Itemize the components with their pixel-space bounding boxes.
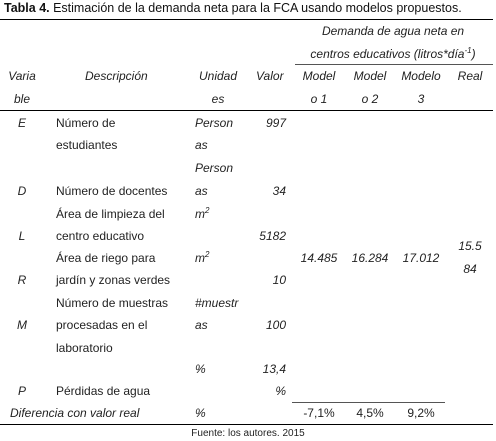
desc-E-2: estudiantes	[56, 138, 118, 152]
bottom-rule	[0, 424, 493, 425]
unit-E-2: as	[195, 138, 208, 152]
unit-L: m2	[195, 206, 210, 222]
result-real-b: 84	[463, 262, 477, 276]
diff-unit: %	[195, 406, 206, 420]
desc-R-1: Área de riego para	[56, 251, 156, 265]
value-E: 997	[265, 116, 286, 130]
caption-label: Tabla 4.	[4, 1, 50, 15]
col-unit-a: Unidad	[198, 69, 238, 83]
desc-P: Pérdidas de agua	[56, 384, 151, 398]
col-model1-b: o 1	[310, 92, 328, 106]
demand-group-line1: Demanda de agua neta en	[321, 24, 465, 38]
diff-rule	[292, 402, 445, 403]
col-variable-b: ble	[13, 92, 30, 106]
var-E: E	[17, 116, 26, 130]
col-model2-a: Model	[353, 69, 387, 83]
result-model2: 16.284	[351, 251, 389, 265]
demand-group-exponent: -1	[464, 46, 472, 55]
demand-group-line2: centros educativos (litros*día	[310, 47, 465, 61]
table-caption: Tabla 4. Estimación de la demanda neta p…	[4, 1, 462, 15]
col-unit-b: es	[211, 92, 225, 106]
var-L: L	[18, 229, 26, 243]
col-value: Valor	[256, 69, 284, 83]
unit-L-base: m	[195, 207, 205, 221]
desc-L-1: Área de limpieza del	[56, 207, 165, 221]
unit-R-exponent: 2	[205, 250, 210, 259]
var-M: M	[17, 318, 27, 332]
unit-M-1: #muestr	[195, 296, 239, 310]
demand-group-header-2: centros educativos (litros*día-1)	[295, 46, 491, 62]
value-L: 5182	[259, 229, 286, 243]
unit-L-exponent: 2	[205, 206, 210, 215]
table-source: Fuente: los autores. 2015	[191, 428, 305, 439]
desc-L-2: centro educativo	[56, 229, 145, 243]
unit-R: m2	[195, 250, 210, 266]
desc-E-1: Número de	[56, 116, 116, 130]
value-P-2: %	[275, 384, 286, 398]
value-P-1: 13,4	[262, 362, 286, 376]
unit-R-base: m	[195, 251, 205, 265]
col-model2-b: o 2	[361, 92, 379, 106]
col-model3-b: 3	[417, 92, 425, 106]
var-R: R	[17, 273, 27, 287]
unit-M-2: as	[195, 318, 208, 332]
value-R: 10	[272, 273, 286, 287]
col-real: Real	[457, 69, 483, 83]
col-model3-a: Modelo	[401, 69, 441, 83]
diff-model1: -7,1%	[303, 406, 335, 420]
unit-P: %	[195, 362, 206, 376]
result-model1: 14.485	[300, 251, 338, 265]
col-model1-a: Model	[302, 69, 336, 83]
col-description: Descripción	[85, 69, 148, 83]
result-real-a: 15.5	[458, 239, 482, 253]
desc-R-2: jardín y zonas verdes	[56, 273, 171, 287]
header-rule	[0, 110, 493, 111]
diff-model3: 9,2%	[407, 406, 435, 420]
unit-E-1: Person	[195, 116, 234, 130]
caption-text: Estimación de la demanda neta para la FC…	[49, 1, 462, 15]
group-rule	[295, 64, 493, 65]
diff-model2: 4,5%	[356, 406, 384, 420]
unit-D-2: as	[195, 184, 208, 198]
desc-M-2: procesadas en el	[56, 318, 148, 332]
diff-label: Diferencia con valor real	[10, 406, 140, 420]
result-model3: 17.012	[402, 251, 440, 265]
var-P: P	[17, 384, 26, 398]
unit-D-1: Person	[195, 161, 234, 175]
desc-M-1: Número de muestras	[56, 296, 169, 310]
desc-M-3: laboratorio	[56, 341, 113, 355]
value-D: 34	[272, 184, 286, 198]
value-M: 100	[265, 318, 286, 332]
demand-group-header: Demanda de agua neta en	[295, 24, 491, 38]
demand-group-close: )	[471, 47, 476, 61]
top-rule	[0, 19, 493, 20]
var-D: D	[17, 184, 27, 198]
col-variable-a: Varia	[8, 69, 36, 83]
desc-D: Número de docentes	[56, 184, 168, 198]
